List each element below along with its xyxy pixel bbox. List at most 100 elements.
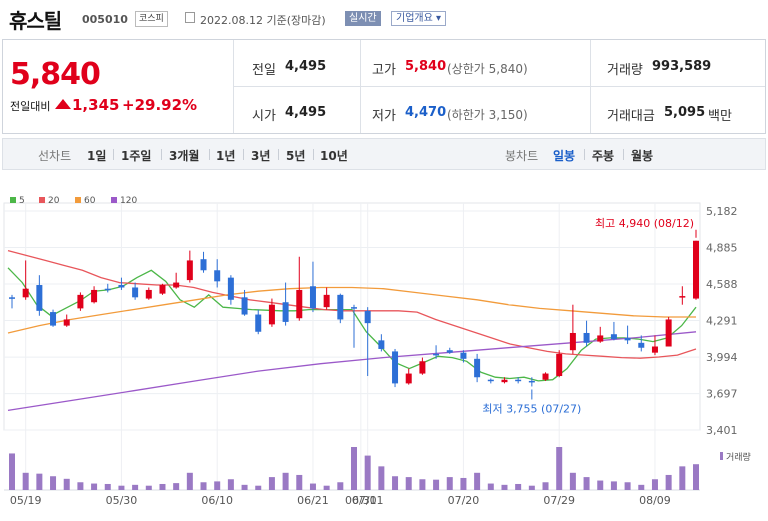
x-tick-label: 07/20 [448, 494, 480, 507]
candle-body [227, 277, 234, 300]
tab-5y[interactable]: 5년 [286, 149, 306, 163]
volume-bar [556, 447, 563, 490]
ma-line-20 [7, 249, 697, 359]
candle-body [241, 297, 248, 315]
tab-weekly[interactable]: 주봉 [592, 149, 615, 163]
candle-body [296, 289, 303, 319]
volume-bar [186, 472, 193, 490]
volume-bar [50, 476, 57, 490]
divider [233, 86, 765, 87]
legend-swatch [10, 197, 16, 203]
volume-bar [651, 479, 658, 490]
candle-body [515, 379, 522, 382]
prev-label: 전일 [252, 63, 276, 78]
open-value: 4,495 [285, 105, 327, 120]
candle-body [50, 312, 57, 326]
volume-bar [610, 481, 617, 490]
prev-value: 4,495 [285, 59, 327, 74]
volume-bar [309, 483, 316, 490]
tab-10y[interactable]: 10년 [320, 149, 348, 163]
candle-body [91, 289, 98, 303]
amount-unit: 백만 [708, 109, 732, 124]
volume-bar [693, 464, 699, 490]
quote-box [2, 39, 766, 134]
stock-name: 휴스틸 [9, 9, 62, 33]
tab-separator [161, 149, 162, 160]
volume-bar [665, 474, 672, 490]
volume-bar [446, 477, 453, 490]
volume-bar [200, 482, 207, 490]
candle-body [22, 288, 29, 298]
volume-bar [351, 447, 357, 490]
volume-bar [474, 472, 481, 490]
tab-1d[interactable]: 1일 [87, 149, 107, 163]
ma-line-120 [7, 331, 697, 412]
tab-1w[interactable]: 1주일 [121, 149, 152, 163]
candle-body [679, 296, 686, 298]
candle-body [528, 380, 535, 383]
low-label: 저가 [372, 109, 396, 124]
volume-bar [268, 477, 275, 490]
candle-body [638, 342, 645, 348]
change-value: 1,345 [72, 96, 120, 114]
legend-label: 120 [120, 196, 137, 206]
candle-body [255, 314, 262, 332]
candle-body [610, 334, 617, 340]
candle-body [624, 337, 631, 341]
volume-bar [104, 483, 111, 490]
volume-bar [392, 476, 399, 490]
volume-bar [583, 477, 590, 490]
tab-monthly[interactable]: 월봉 [631, 149, 654, 163]
company-info-dropdown[interactable]: 기업개요 ▾ [391, 11, 446, 26]
volume-bar [624, 482, 631, 490]
volume-legend-label: 거래량 [726, 451, 751, 463]
open-label: 시가 [252, 109, 276, 124]
y-tick-label: 3,994 [706, 351, 738, 364]
tab-daily[interactable]: 일봉 [553, 149, 576, 163]
volume-bar [528, 485, 535, 490]
volume-bar [405, 477, 412, 490]
candle-body [487, 379, 494, 382]
volume-bar [542, 482, 549, 490]
candle-body [446, 350, 453, 353]
plot-frame [3, 202, 701, 431]
candle-body [36, 285, 43, 311]
candle-body [173, 282, 180, 288]
volume-bar [337, 482, 344, 490]
volume-bar [364, 455, 371, 490]
volume-bar [22, 472, 29, 490]
calendar-icon [185, 12, 195, 23]
tab-separator [623, 149, 624, 160]
x-tick-label: 05/19 [10, 494, 42, 507]
candle-body [583, 332, 590, 343]
realtime-button[interactable]: 실시간 [345, 11, 381, 26]
candle-body [63, 319, 70, 326]
volume-bar [214, 481, 221, 490]
candle-body [542, 373, 549, 380]
volume-bar [227, 479, 234, 490]
tab-separator [113, 149, 114, 160]
candle-body [351, 307, 357, 309]
tab-3m[interactable]: 3개월 [169, 149, 200, 163]
high-annotation: 최고 4,940 (08/12) [595, 217, 694, 230]
candle-body [200, 259, 207, 271]
candle-chart-label: 봉차트 [505, 149, 539, 163]
x-tick-label: 07/11 [352, 494, 384, 507]
high-label: 고가 [372, 63, 396, 78]
volume-bar [145, 485, 152, 490]
y-tick-label: 4,885 [706, 242, 738, 255]
amount-label: 거래대금 [607, 109, 655, 124]
candle-body [214, 270, 221, 282]
candle-body [405, 373, 412, 384]
tab-1y[interactable]: 1년 [216, 149, 236, 163]
volume-bar [501, 484, 508, 490]
tab-separator [584, 149, 585, 160]
volume-bar [679, 466, 686, 490]
y-tick-label: 5,182 [706, 205, 738, 218]
candle-body [323, 294, 330, 308]
candle-body [392, 351, 399, 384]
tab-separator [209, 149, 210, 160]
volume-bar [282, 472, 289, 490]
x-tick-label: 07/29 [543, 494, 575, 507]
tab-3y[interactable]: 3년 [251, 149, 271, 163]
